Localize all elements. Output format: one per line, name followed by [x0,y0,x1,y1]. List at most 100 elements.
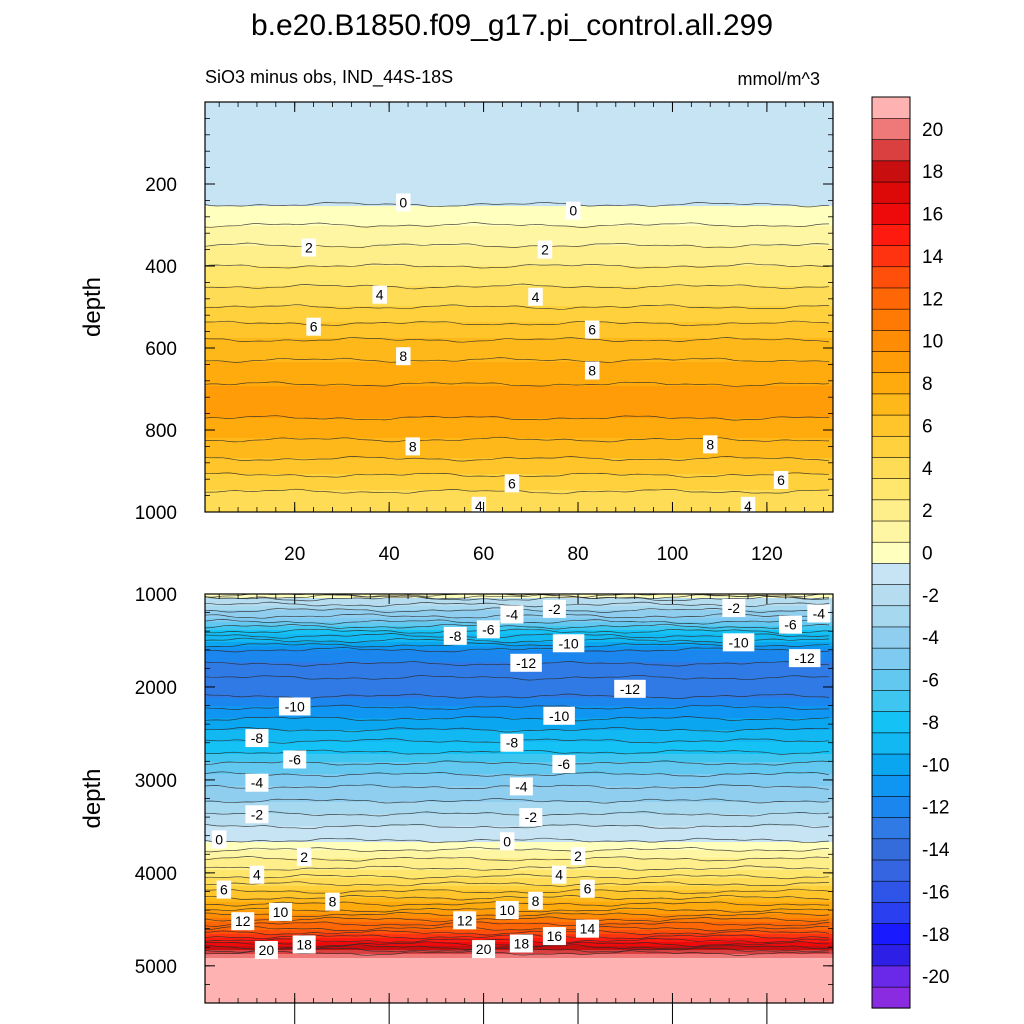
contour-label: 6 [508,475,516,491]
contour-band [205,714,833,719]
contour-band [205,730,833,735]
colorbar-segment [871,478,911,501]
contour-band [205,822,833,827]
colorbar-segment [871,795,911,818]
contour-label-bg [542,599,566,618]
contour-band [205,350,833,355]
y-tick-label: 1000 [135,503,177,524]
contour-band [205,706,833,711]
colorbar-segment [871,350,911,374]
colorbar-tick-label: -4 [922,628,939,649]
contour-band [205,434,833,439]
contour-band [205,986,833,991]
contour-band [205,754,833,759]
contour-label-bg [584,320,600,339]
contour-band [205,494,833,499]
contour-band [205,798,833,803]
contour-band [205,290,833,295]
contour-line [205,888,830,895]
contour-label-bg [396,193,411,212]
x-tick-label: 120 [751,544,783,565]
contour-band [205,182,833,187]
y-tick-label: 800 [145,421,177,442]
colorbar-segment [871,117,911,140]
contour-label-bg [740,496,756,515]
contour-band [205,774,833,779]
contour-band [205,362,833,367]
contour-band [205,274,833,279]
colorbar-segment [871,266,911,289]
contour-label-bg [551,865,567,884]
colorbar-tick-label: -12 [922,798,949,819]
contour-line [205,304,830,310]
colorbar-segment [871,223,911,246]
contour-band [205,270,833,275]
contour-line [205,925,830,932]
contour-label: 18 [514,936,530,952]
contour-band [205,982,833,987]
contour-band [205,638,833,643]
contour-line [205,222,830,228]
x-tick-label: 60 [473,544,494,565]
contour-label-bg [471,496,487,515]
colorbar-tick-label: -16 [922,882,949,903]
contour-label-bg [779,615,803,634]
contour-label: -4 [251,775,264,791]
contour-band [205,622,833,627]
contour-label-bg [499,832,515,851]
contour-band [205,226,833,231]
contour-label-bg [249,865,265,884]
contour-band [205,250,833,255]
contour-line [205,201,830,208]
contour-band [205,286,833,291]
contour-label-bg [245,805,269,824]
contour-band [205,698,833,703]
contour-label-bg [543,706,575,725]
colorbar-tick-label: 18 [922,162,943,183]
contour-line [205,594,829,598]
contour-band [205,118,833,123]
contour-band [205,878,833,883]
contour-band [205,298,833,303]
contour-label-bg [254,941,278,960]
contour-label-bg [216,880,232,899]
contour-label: -12 [795,650,815,666]
contour-band [205,826,833,831]
contour-band [205,258,833,263]
colorbar-tick-label: -20 [922,967,949,988]
contour-band [205,974,833,979]
contour-label-bg [552,755,576,774]
contour-band [205,134,833,139]
contour-band [205,882,833,887]
colorbar-segment [871,329,911,352]
contour-line [205,865,830,871]
contour-band [205,266,833,271]
contour-band [205,334,833,339]
contour-label-bg [510,653,542,672]
colorbar-segment [871,520,911,543]
contour-label-bg [245,729,269,748]
colorbar-tick-label: 14 [922,247,944,268]
contour-label: 18 [296,936,312,952]
contour-band [205,346,833,351]
colorbar-segment [871,583,911,607]
contour-band [205,326,833,331]
y-tick-label: 3000 [135,771,177,792]
contour-label: -4 [515,778,528,794]
contour-band [205,238,833,243]
colorbar-segment [871,202,911,225]
contour-band [205,634,833,639]
colorbar-tick-label: -2 [922,586,939,607]
contour-band [205,354,833,359]
colorbar-segment [871,541,911,564]
contour-label-bg [495,901,519,920]
contour-label-bg [773,471,789,490]
contour-band [205,146,833,151]
contour-band [205,770,833,775]
x-tick-label: 100 [657,544,689,565]
colorbar-tick-label: 2 [922,501,933,522]
colorbar-segment [871,414,911,437]
contour-label: 8 [409,438,417,454]
colorbar-tick-label: -10 [922,755,949,776]
contour-label: -6 [784,617,797,633]
